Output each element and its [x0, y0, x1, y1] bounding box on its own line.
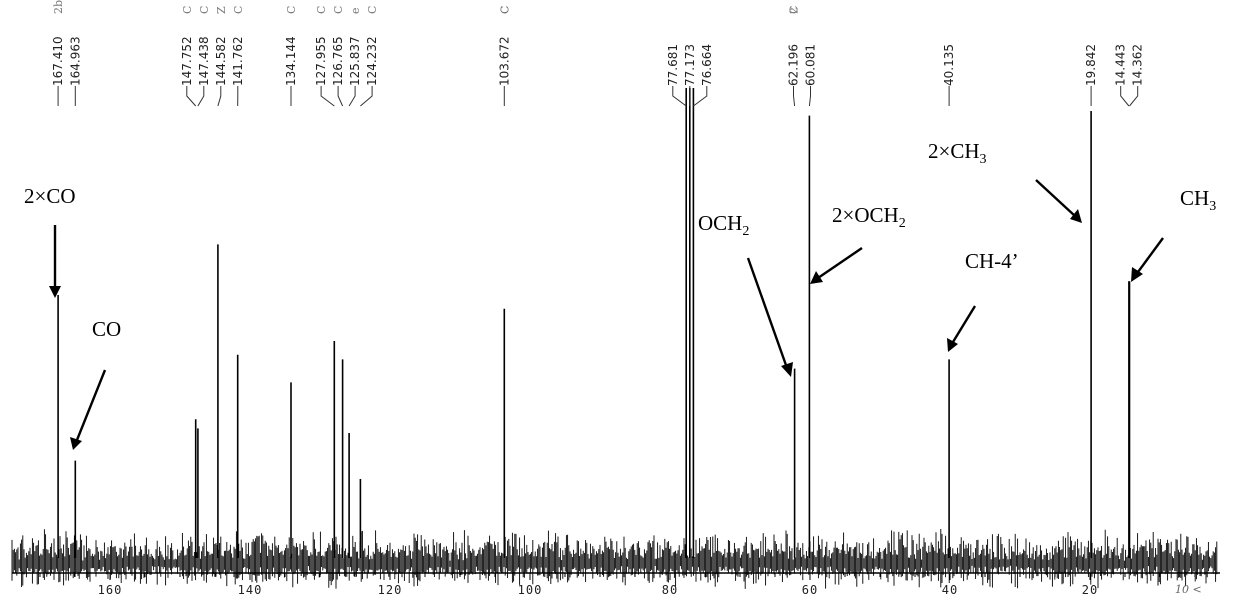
annotation-och2-sub: 2: [742, 224, 749, 239]
annotation-2xoch2-arrowhead: [810, 271, 823, 284]
peak-label: 125.837: [348, 36, 362, 86]
handwritten-mark: C: [198, 6, 211, 14]
peak-label: 134.144: [284, 36, 298, 86]
handwritten-mark: C: [181, 6, 194, 14]
handwritten-mark: C: [232, 6, 245, 14]
peak-label-leader: [808, 86, 811, 107]
peak-label: 141.762: [231, 36, 245, 86]
peak-label-leader: [360, 86, 373, 107]
noise-trace: [11, 529, 1218, 589]
annotation-ch3-main: CH: [1180, 186, 1209, 210]
annotation-ch3: CH3: [1180, 186, 1216, 214]
annotation-2xoch2-sub: 2: [899, 216, 906, 231]
annotation-och2: OCH2: [698, 211, 749, 239]
annotations: 2×CO CO OCH2 2×OCH2 CH-4’ 2×CH3 CH3: [24, 139, 1216, 450]
peak-label-leader: [197, 86, 205, 107]
peak-label: 103.672: [497, 36, 511, 86]
annotation-2xch3-sub: 3: [980, 152, 987, 167]
peak-label: 147.752: [180, 36, 194, 86]
peak-label: 19.842: [1084, 44, 1098, 86]
peak-label: 62.196: [787, 44, 801, 86]
peak-label: 40.135: [942, 44, 956, 86]
annotation-2xch3-arrow: [1035, 179, 1076, 217]
peak-label-leader: [793, 86, 796, 107]
annotation-ch-4: CH-4’: [965, 249, 1019, 273]
peak-label: 60.081: [804, 44, 818, 86]
x-tick-label: 100: [518, 583, 543, 597]
peak-label-leader: [337, 86, 344, 107]
annotation-ch3-arrowhead: [1131, 267, 1143, 282]
peak-label: 144.582: [214, 36, 228, 86]
x-tick-label: 120: [378, 583, 403, 597]
annotation-2xch3: 2×CH3: [928, 139, 987, 167]
annotation-2xco: 2×CO: [24, 184, 76, 208]
handwritten-mark: 2: [788, 7, 801, 14]
annotation-2xch3-arrowhead: [1070, 209, 1082, 223]
peak-label-leader: [1120, 86, 1130, 107]
peak-label: 124.232: [365, 36, 379, 86]
handwritten-mark: C: [498, 6, 511, 14]
peak-label: 77.173: [683, 44, 697, 86]
annotation-och2-arrow: [746, 257, 789, 369]
annotation-co-arrowhead: [70, 437, 82, 450]
annotation-och2-arrowhead: [781, 362, 793, 377]
annotation-ch3-sub: 3: [1209, 199, 1216, 214]
handwritten-mark: C: [285, 6, 298, 14]
peak-label-leader: [217, 86, 222, 107]
peak-label: 14.362: [1131, 44, 1145, 86]
x-tick-label: 160: [98, 583, 123, 597]
annotation-co-arrow: [75, 369, 107, 441]
peak-label-leader: [186, 86, 197, 107]
peak-label: 147.438: [197, 36, 211, 86]
peak-label: 167.410: [51, 36, 65, 86]
handwritten-mark: C: [332, 6, 345, 14]
x-tick-label: 140: [238, 583, 263, 597]
annotation-2xoch2-arrow: [817, 247, 863, 279]
annotation-co: CO: [92, 317, 121, 341]
annotation-2xco-arrowhead: [49, 286, 61, 298]
baseline-noise: [11, 529, 1218, 589]
peak-lines: [57, 88, 1131, 558]
peak-label-leader: [693, 86, 708, 107]
handwritten-mark: C: [498, 6, 511, 14]
peak-labels: 167.410 164.963 147.752 147.438 144.582 141.7…: [51, 36, 1145, 107]
peak-label: 127.955: [314, 36, 328, 86]
peak-label: 77.681: [666, 44, 680, 86]
handwritten-mark: C: [366, 6, 379, 14]
handwritten-mark: C: [788, 6, 801, 14]
x-tick-label: 80: [662, 583, 678, 597]
annotation-2xoch2-main: 2×OCH: [832, 203, 899, 227]
handwritten-mark: Z: [215, 6, 228, 14]
peak-label-leader: [672, 86, 687, 107]
handwritten-mark: 2bC: [52, 0, 65, 14]
annotation-2xch3-main: 2×CH: [928, 139, 980, 163]
annotation-2xoch2: 2×OCH2: [832, 203, 906, 231]
peak-label: 76.664: [700, 44, 714, 86]
peak-label-leader: [320, 86, 335, 107]
x-tick-label: 40: [942, 583, 958, 597]
peak-label-leader: [1129, 86, 1139, 107]
annotation-ch-4-arrowhead: [947, 338, 958, 352]
peak-label: 164.963: [68, 36, 82, 86]
annotation-ch-4-arrow: [951, 305, 977, 343]
annotation-och2-main: OCH: [698, 211, 742, 235]
annotation-ch3-arrow: [1137, 237, 1164, 273]
peak-label: 14.443: [1114, 44, 1128, 86]
handwritten-mark: e: [349, 7, 362, 14]
x-tick-label: 20: [1082, 583, 1098, 597]
handwritten-mark: C: [315, 6, 328, 14]
peak-label-leader: [348, 86, 356, 107]
x-axis-ticks: 160 140 120 100 80 60 40 20: [39, 573, 1196, 597]
peak-label: 126.765: [331, 36, 345, 86]
stray-axis-mark: 10 <: [1175, 583, 1202, 596]
x-tick-label: 60: [802, 583, 818, 597]
